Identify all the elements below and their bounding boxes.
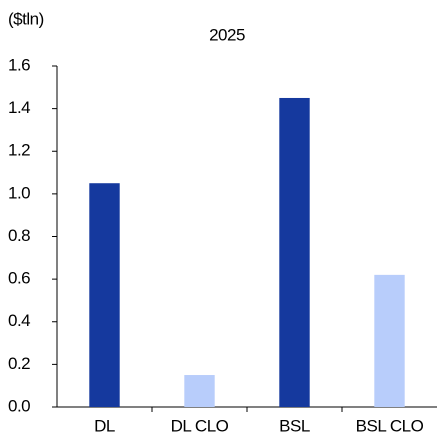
x-tick-label: BSL CLO: [356, 416, 424, 435]
x-tick-label: DL CLO: [171, 416, 229, 435]
y-tick-label: 0.6: [8, 269, 30, 288]
bar: [184, 375, 215, 407]
y-tick-label: 1.0: [8, 183, 30, 202]
bar: [279, 97, 310, 407]
chart-title: 2025: [209, 25, 245, 44]
y-tick-label: 0.0: [8, 396, 30, 415]
y-tick-label: 1.6: [8, 55, 30, 74]
bar: [89, 183, 120, 407]
y-tick-label: 0.4: [8, 311, 30, 330]
x-tick-label: BSL: [279, 416, 310, 435]
x-tick-label: DL: [94, 416, 115, 435]
bar: [374, 274, 405, 407]
y-axis-label: ($tln): [8, 9, 44, 28]
y-tick-label: 0.8: [8, 226, 30, 245]
y-tick-label: 1.4: [8, 98, 30, 117]
y-tick-label: 0.2: [8, 354, 30, 373]
y-tick-label: 1.2: [8, 141, 30, 160]
